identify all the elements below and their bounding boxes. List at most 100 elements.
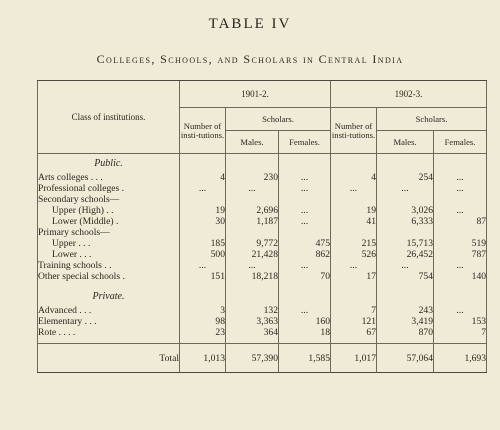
cell-females-1901: ... — [277, 216, 331, 227]
spacer-cell — [330, 282, 377, 287]
cell-females-1902 — [433, 227, 487, 238]
cell-females-1902: 153 — [433, 316, 487, 327]
cell-males-1901: 132 — [225, 305, 279, 316]
cell-females-1901 — [277, 194, 331, 205]
cell-females-1902: ... — [433, 172, 487, 183]
spacer-row — [38, 338, 487, 344]
empty-cell — [277, 153, 331, 172]
cell-males-1902: 754 — [376, 271, 434, 282]
total-number-1902: 1,017 — [330, 343, 377, 373]
cell-females-1901 — [277, 227, 331, 238]
cell-number-1902: ... — [330, 260, 377, 271]
number-header-1901: Number of insti-tutions. — [179, 107, 226, 154]
empty-cell — [225, 153, 279, 172]
total-row: Total 1,013 57,390 1,585 1,017 57,064 1,693 — [37, 343, 487, 373]
table-row: Lower . . . 500 21,428 862 526 26,452 787 — [38, 249, 487, 260]
cell-males-1902: 243 — [376, 305, 434, 316]
total-label: Total — [37, 343, 180, 373]
males-header-1901: Males. — [225, 130, 279, 154]
cell-males-1902: 3,026 — [376, 205, 434, 216]
cell-females-1902 — [433, 194, 487, 205]
empty-cell — [376, 287, 434, 305]
row-label: Primary schools— — [38, 227, 110, 238]
table-row: Secondary schools— — [38, 194, 487, 205]
cell-number-1902 — [330, 194, 377, 205]
section-title: Public. — [94, 157, 123, 169]
cell-males-1901: ... — [225, 183, 279, 194]
spacer-cell — [330, 338, 377, 344]
cell-number-1901: ... — [179, 183, 226, 194]
cell-males-1902: 254 — [376, 172, 434, 183]
row-label: Elementary . . . — [38, 316, 97, 327]
cell-number-1901: 19 — [179, 205, 226, 216]
cell-number-1901 — [179, 194, 226, 205]
cell-females-1902: 140 — [433, 271, 487, 282]
spacer-cell — [277, 282, 331, 287]
cell-females-1902: 87 — [433, 216, 487, 227]
spacer-cell — [179, 282, 226, 287]
section-row: Public. — [38, 153, 487, 172]
empty-cell — [330, 287, 377, 305]
spacer-cell — [376, 282, 434, 287]
scholars-header-1901: Scholars. — [224, 107, 331, 131]
empty-cell — [277, 287, 331, 305]
females-header-1901: Females. — [277, 130, 331, 154]
cell-females-1901: ... — [277, 260, 331, 271]
table-row: Training schools . ................... — [38, 260, 487, 271]
cell-males-1901: 2,696 — [225, 205, 279, 216]
spacer-cell — [277, 338, 331, 344]
cell-females-1902: 787 — [433, 249, 487, 260]
total-females-1902: 1,693 — [433, 343, 487, 373]
cell-number-1901: 151 — [179, 271, 226, 282]
cell-females-1901: 475 — [277, 238, 331, 249]
cell-number-1901: 500 — [179, 249, 226, 260]
row-label: Other special schools . — [38, 271, 125, 282]
females-header-1902: Females. — [433, 130, 487, 154]
cell-males-1902 — [376, 194, 434, 205]
males-header-1902: Males. — [376, 130, 434, 154]
empty-cell — [433, 153, 487, 172]
cell-males-1902: 15,713 — [376, 238, 434, 249]
table-title: Colleges, Schools, and Scholars in Centr… — [96, 52, 404, 66]
cell-number-1902: 19 — [330, 205, 377, 216]
cell-females-1901: 160 — [277, 316, 331, 327]
cell-males-1901: 364 — [225, 327, 279, 338]
table-row: Upper . . . 185 9,772 475 215 15,713 519 — [38, 238, 487, 249]
section-title: Private. — [92, 290, 125, 302]
cell-females-1902: ... — [433, 205, 487, 216]
row-label: Advanced . . . — [38, 305, 92, 316]
table-row: Lower (Middle) . 30 1,187... 41 6,333 87 — [38, 216, 487, 227]
cell-number-1901 — [179, 227, 226, 238]
cell-males-1901 — [225, 227, 279, 238]
cell-males-1902: 870 — [376, 327, 434, 338]
cell-females-1902: 7 — [433, 327, 487, 338]
cell-males-1901: 9,772 — [225, 238, 279, 249]
row-label: Rote . . . . — [38, 327, 76, 338]
spacer-row — [38, 282, 487, 287]
row-label: Lower . . . — [52, 249, 92, 260]
empty-cell — [179, 153, 226, 172]
table-row: Advanced . . . 3 132... 7 243... — [38, 305, 487, 316]
cell-males-1902: ... — [376, 260, 434, 271]
empty-cell — [225, 287, 279, 305]
cell-number-1902: 17 — [330, 271, 377, 282]
table-body: Public. Arts colleges . . . 4 230... 4 254...… — [37, 153, 487, 373]
total-number-1901: 1,013 — [179, 343, 226, 373]
statistics-table: Class of institutions. 1901-2. 1902-3. N… — [37, 80, 488, 373]
table-row: Professional colleges ..................… — [38, 183, 487, 194]
cell-males-1901 — [225, 194, 279, 205]
cell-number-1902: 67 — [330, 327, 377, 338]
cell-number-1901: 3 — [179, 305, 226, 316]
cell-females-1901: ... — [277, 205, 331, 216]
spacer-cell — [225, 338, 279, 344]
cell-males-1901: 18,218 — [225, 271, 279, 282]
cell-males-1901: 230 — [225, 172, 279, 183]
table-row: Elementary . . . 98 3,363 160 121 3,419 153 — [38, 316, 487, 327]
section-row: Private. — [38, 287, 487, 305]
spacer-cell — [433, 282, 487, 287]
cell-number-1901: 98 — [179, 316, 226, 327]
table-row: Arts colleges . . . 4 230... 4 254... — [38, 172, 487, 183]
cell-number-1901: ... — [179, 260, 226, 271]
year-header-1902: 1902-3. — [330, 80, 487, 108]
